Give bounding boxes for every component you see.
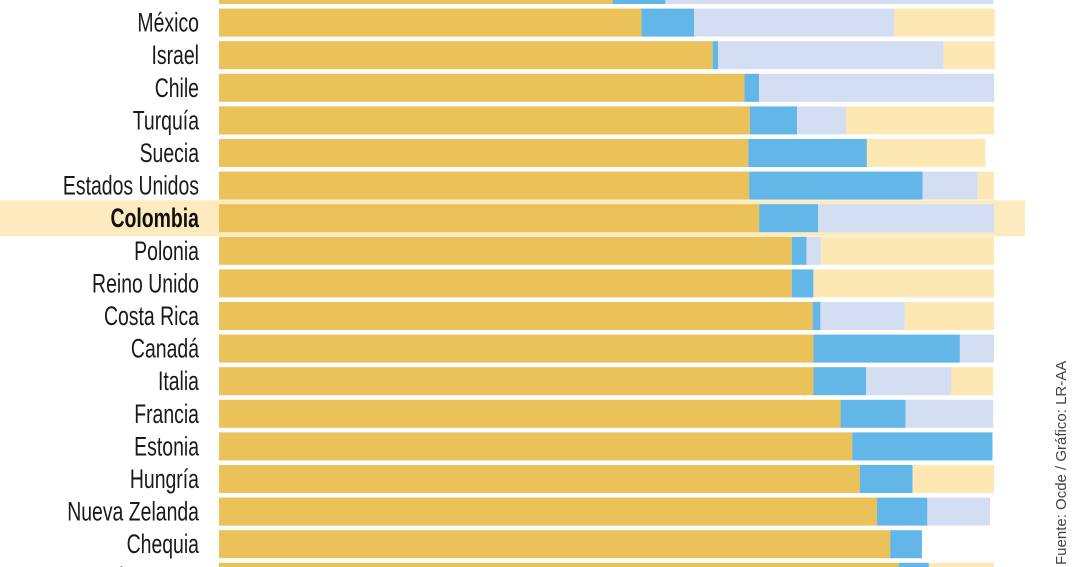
bar-estados-unidos-segment-3 <box>922 171 978 200</box>
bar-francia-segment-3 <box>905 399 994 428</box>
bar-islandia-segment-1 <box>219 0 613 4</box>
bar-islandia-segment-3 <box>665 0 994 4</box>
category-label-costa-rica: Costa Rica <box>104 301 200 331</box>
category-label-hungria: Hungría <box>130 464 200 494</box>
bar-chequia-segment-2 <box>890 530 922 559</box>
bar-canada-segment-2 <box>813 334 960 363</box>
category-label-chequia: Chequia <box>127 529 200 559</box>
bar-estonia-segment-1 <box>219 432 853 461</box>
bar-turquia-segment-4 <box>845 106 994 135</box>
category-label-islandia: Islandia <box>132 0 200 5</box>
bar-dinamarca-segment-1 <box>219 562 899 567</box>
bar-turquia-segment-2 <box>749 106 798 135</box>
bar-estados-unidos-segment-1 <box>219 171 750 200</box>
bar-costa-rica-segment-3 <box>820 302 905 330</box>
bar-israel-segment-2 <box>712 41 719 70</box>
bar-hungria-segment-4 <box>912 465 995 493</box>
category-label-colombia: Colombia <box>110 203 199 233</box>
bar-mexico-segment-4 <box>894 8 995 37</box>
category-label-canada: Canadá <box>131 333 200 363</box>
bar-polonia-segment-4 <box>821 236 995 265</box>
category-label-chile: Chile <box>155 73 199 103</box>
bar-nueva-zelanda-segment-1 <box>219 497 877 526</box>
bar-suecia-segment-1 <box>219 139 749 167</box>
category-label-suecia: Suecia <box>140 138 200 168</box>
bar-estados-unidos-segment-2 <box>749 171 923 200</box>
category-label-mexico: México <box>137 7 199 37</box>
bar-polonia-segment-2 <box>791 236 807 265</box>
bar-mexico-segment-3 <box>694 8 895 37</box>
bar-chequia-segment-1 <box>219 530 891 559</box>
bar-turquia-segment-3 <box>797 106 846 135</box>
category-label-turquia: Turquía <box>133 105 200 135</box>
bar-italia-segment-3 <box>866 367 952 396</box>
bars-layer <box>219 0 995 567</box>
category-label-italia: Italia <box>158 366 200 396</box>
bar-nueva-zelanda-segment-2 <box>876 497 928 526</box>
bar-francia-segment-1 <box>219 399 841 428</box>
bar-chile-segment-1 <box>219 73 745 102</box>
bar-chile-segment-2 <box>744 73 760 102</box>
bar-estados-unidos-segment-4 <box>977 171 995 200</box>
bar-hungria-segment-1 <box>219 465 860 493</box>
bar-islandia-segment-2 <box>612 0 666 4</box>
bar-colombia-segment-1 <box>219 204 760 233</box>
bar-hungria-segment-2 <box>859 465 913 493</box>
bar-italia-segment-2 <box>813 367 867 396</box>
bar-israel-segment-1 <box>219 41 713 70</box>
category-label-polonia: Polonia <box>134 236 200 266</box>
bar-colombia-segment-3 <box>818 204 994 233</box>
bar-italia-segment-1 <box>219 367 814 396</box>
source-note: Fuente: Ocde / Gráfico: LR-AA <box>1053 360 1070 565</box>
bar-chile-segment-3 <box>759 73 995 102</box>
bar-israel-segment-4 <box>943 41 995 70</box>
bar-italia-segment-4 <box>951 367 994 396</box>
category-label-israel: Israel <box>151 40 199 70</box>
bar-dinamarca-segment-2 <box>898 562 929 567</box>
bar-suecia-segment-2 <box>748 139 867 167</box>
bar-israel-segment-3 <box>718 41 944 70</box>
bar-canada-segment-3 <box>959 334 994 363</box>
bar-polonia-segment-3 <box>806 236 822 265</box>
category-label-nueva-zelanda: Nueva Zelanda <box>67 496 200 526</box>
bar-reino-unido-segment-4 <box>813 269 995 298</box>
bar-polonia-segment-1 <box>219 236 792 265</box>
category-label-dinamarca: Dinamarca <box>105 562 200 567</box>
bar-estonia-segment-2 <box>852 432 993 461</box>
category-label-estonia: Estonia <box>134 431 200 461</box>
bar-mexico-segment-2 <box>641 8 695 37</box>
bar-dinamarca-segment-4 <box>928 562 994 567</box>
bar-costa-rica-segment-1 <box>219 302 813 330</box>
bar-suecia-segment-4 <box>866 139 986 167</box>
bar-turquia-segment-1 <box>219 106 750 135</box>
bar-mexico-segment-1 <box>219 8 642 37</box>
bar-costa-rica-segment-2 <box>812 302 821 330</box>
bar-reino-unido-segment-1 <box>219 269 792 298</box>
category-labels: IslandiaMéxicoIsraelChileTurquíaSueciaEs… <box>63 0 200 567</box>
bar-nueva-zelanda-segment-3 <box>927 497 991 526</box>
category-label-francia: Francia <box>134 399 200 429</box>
category-label-estados-unidos: Estados Unidos <box>63 170 199 200</box>
bar-francia-segment-2 <box>840 399 906 428</box>
bar-colombia-segment-2 <box>759 204 819 233</box>
bar-canada-segment-1 <box>219 334 814 363</box>
bar-costa-rica-segment-4 <box>904 302 995 330</box>
category-label-reino-unido: Reino Unido <box>92 268 199 298</box>
bar-reino-unido-segment-2 <box>791 269 814 298</box>
